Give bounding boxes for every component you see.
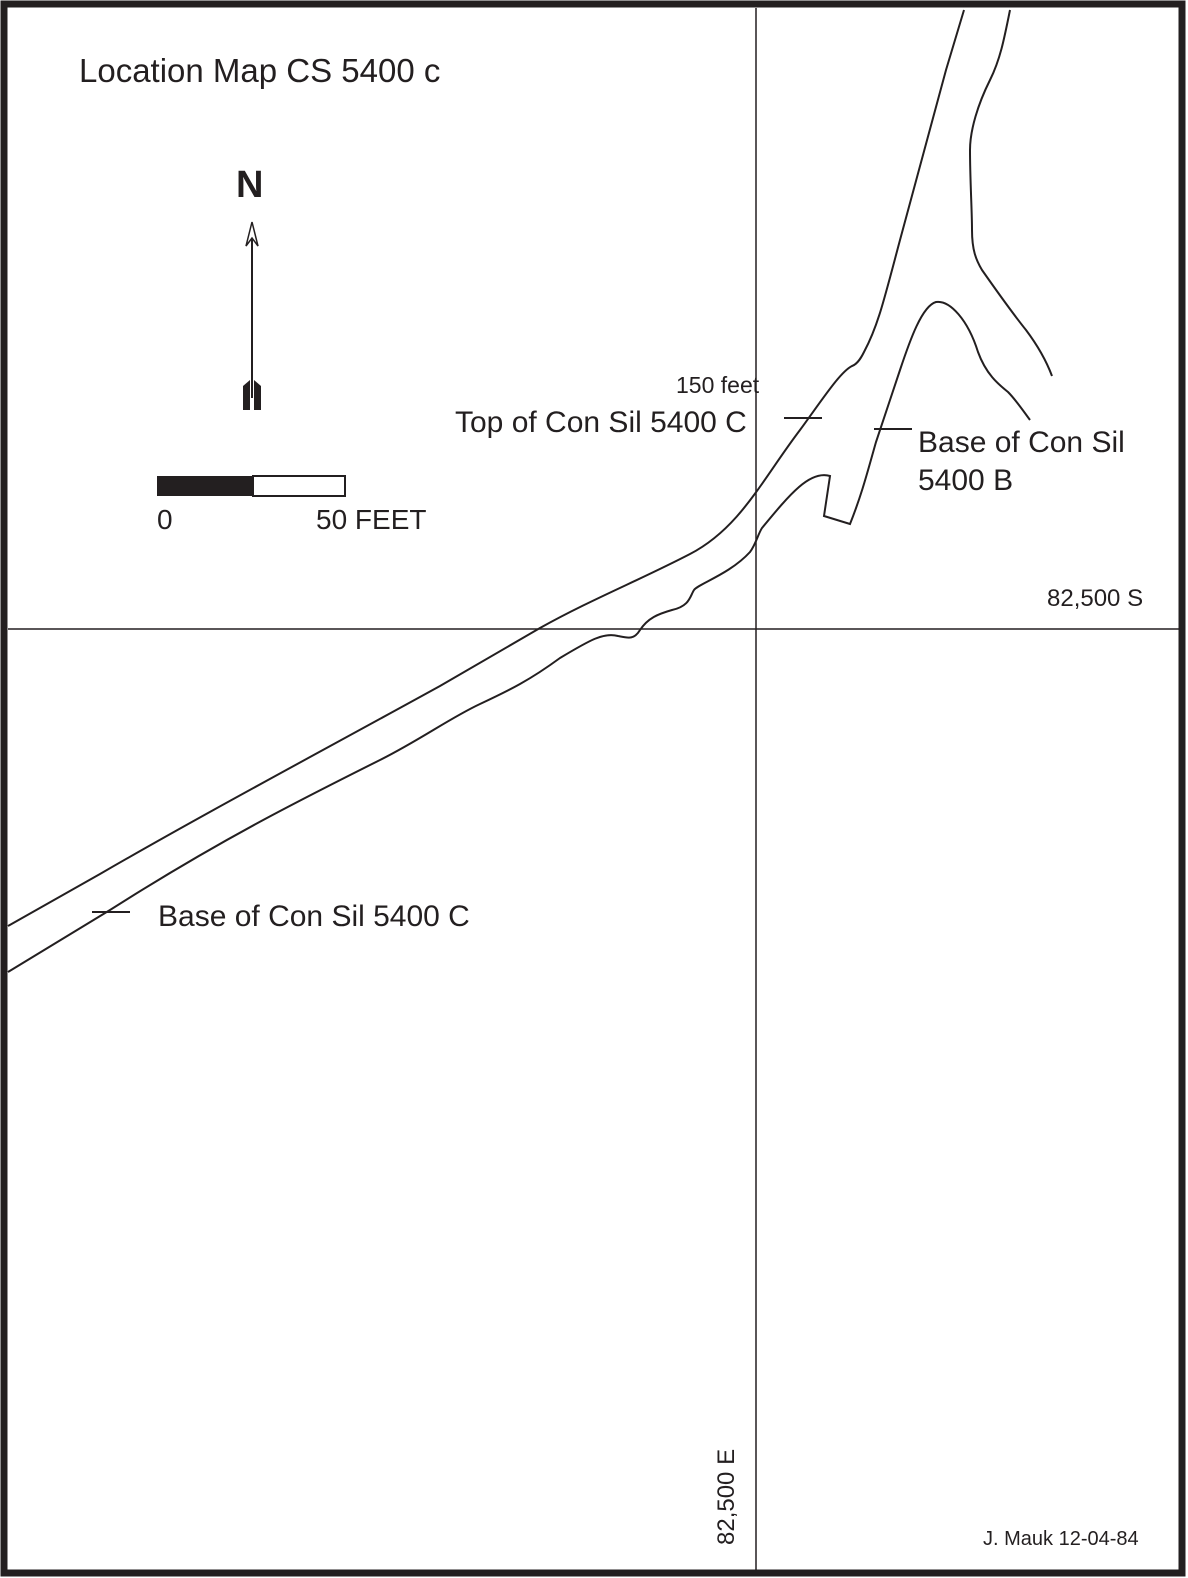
map-title: Location Map CS 5400 c bbox=[79, 52, 441, 89]
distance-label: 150 feet bbox=[676, 372, 760, 398]
grid-south-label: 82,500 S bbox=[1047, 585, 1144, 612]
base-con-sil-b-label: Base of Con Sil 5400 B bbox=[918, 424, 1125, 500]
drift-wall-upper bbox=[7, 9, 965, 927]
scale-start-label: 0 bbox=[157, 504, 173, 535]
base-con-sil-c-label: Base of Con Sil 5400 C bbox=[158, 900, 470, 933]
grid-east-label: 82,500 E bbox=[713, 1448, 740, 1545]
drift-wall-lower bbox=[7, 300, 1031, 973]
author-credit: J. Mauk 12-04-84 bbox=[983, 1528, 1139, 1550]
north-arrow-icon bbox=[243, 221, 261, 410]
scale-end-label: 50 FEET bbox=[316, 504, 427, 535]
top-con-sil-c-label: Top of Con Sil 5400 C bbox=[455, 406, 747, 439]
base-con-sil-b-line2: 5400 B bbox=[918, 464, 1014, 497]
base-con-sil-b-line1: Base of Con Sil bbox=[918, 426, 1125, 459]
north-label: N bbox=[236, 164, 264, 206]
drift-wall-branch bbox=[968, 9, 1053, 377]
scale-bar bbox=[157, 475, 346, 497]
